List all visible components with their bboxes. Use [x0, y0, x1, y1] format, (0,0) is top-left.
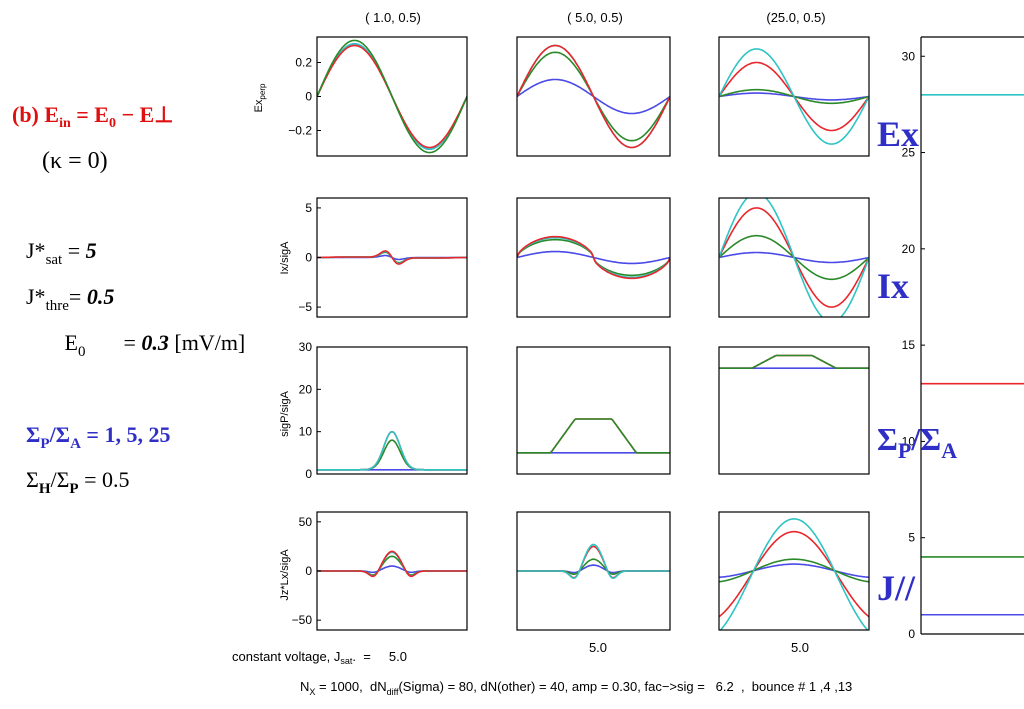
caption-left: constant voltage, Jsat. = 5.0 [232, 649, 407, 666]
right-y-tick-label: 30 [902, 49, 916, 63]
row-label-sigp: sigP/sigA [279, 390, 291, 437]
y-tick-label: 5 [305, 201, 312, 215]
panel-r3-c1: 0 10 20 30 [299, 340, 468, 481]
right-y-tick-label: 20 [902, 242, 916, 256]
series-line-cyan [517, 543, 670, 580]
panel-frame [316, 346, 468, 475]
right-labels: Ex Ix ΣP/ΣA J// [877, 114, 957, 608]
column-title-2: ( 5.0, 0.5) [567, 10, 623, 25]
y-tick-label: 10 [299, 425, 313, 439]
kappa-text: (κ = 0) [42, 148, 108, 174]
panel-r4-c1: −50 0 50 [292, 511, 468, 631]
series-line-red [517, 418, 670, 454]
y-tick-label: 0 [305, 564, 312, 578]
panel-frame [718, 346, 870, 475]
panel-r2-c1: −5 0 5 [298, 197, 468, 318]
e0-text: E0 = 0.3 [mV/m] [26, 330, 273, 360]
series-line-red [317, 250, 467, 265]
footer-text: NX = 1000, dNdiff(Sigma) = 80, dN(other)… [300, 679, 852, 697]
panel-r1-c1: −0.2 0 0.2 [288, 36, 468, 157]
label-jpar: J// [877, 568, 916, 608]
series-line-cyan [719, 198, 869, 317]
row-labels: Experp Ix/sigA sigP/sigA Jz*Lx/sigA [253, 83, 291, 601]
row-label-ex: Experp [253, 83, 267, 112]
series-line-cyan [317, 430, 467, 471]
series-line-green [317, 39, 467, 154]
y-tick-label: 0 [305, 251, 312, 265]
sigma-pa-text: ΣP/ΣA = 1, 5, 25 [26, 422, 170, 452]
series-line-green [317, 439, 467, 471]
panel-r1-c3 [718, 36, 870, 157]
y-tick-label: 0 [305, 90, 312, 104]
label-ix: Ix [877, 266, 909, 306]
series-line-red [317, 430, 467, 471]
row-label-jz: Jz*Lx/sigA [279, 549, 291, 601]
right-y-tick-label: 25 [902, 146, 916, 160]
label-ex: Ex [877, 114, 919, 154]
series-line-red [719, 354, 869, 369]
panel-frame [516, 36, 671, 157]
series-line-red [719, 530, 869, 618]
panel-r3-c2 [516, 346, 671, 475]
panel-r4-c3 [718, 511, 870, 631]
caption-col3: 5.0 [791, 640, 809, 655]
bottom-captions: constant voltage, Jsat. = 5.0 5.0 5.0 NX… [232, 640, 852, 697]
row-label-ix: Ix/sigA [279, 241, 291, 275]
series-line-green [719, 354, 869, 369]
panel-r3-c3 [718, 346, 870, 475]
panel-frame [718, 511, 870, 631]
y-tick-label: 50 [299, 515, 313, 529]
series-line-green [517, 558, 670, 575]
left-parameters: (b) Ein = E0 − E⊥ (κ = 0) J*sat = 5 J*th… [12, 102, 273, 497]
series-line-blue [719, 563, 869, 579]
panel-frame [516, 346, 671, 475]
series-line-red [517, 235, 670, 280]
y-tick-label: −5 [298, 300, 312, 314]
right-panel: 0 5 10 15 20 25 30 [902, 36, 1024, 641]
panel-frame [718, 36, 870, 157]
column-title-3: (25.0, 0.5) [766, 10, 825, 25]
right-y-tick-label: 0 [908, 627, 915, 641]
column-title-1: ( 1.0, 0.5) [365, 10, 421, 25]
jthre-text: J*thre= 0.5 [26, 284, 114, 314]
panel-r2-c3 [718, 197, 870, 318]
y-tick-label: 0.2 [295, 56, 312, 70]
series-line-cyan [719, 48, 869, 145]
panel-r4-c2 [516, 511, 671, 631]
right-y-tick-label: 5 [908, 531, 915, 545]
y-tick-label: 20 [299, 382, 313, 396]
series-line-red [317, 550, 467, 578]
caption-col2: 5.0 [589, 640, 607, 655]
y-tick-label: 0 [305, 467, 312, 481]
series-line-green [517, 418, 670, 454]
column-titles: ( 1.0, 0.5) ( 5.0, 0.5) (25.0, 0.5) [365, 10, 825, 25]
series-line-red [517, 545, 670, 579]
sigma-hp-text: ΣH/ΣP = 0.5 [26, 467, 130, 497]
y-tick-label: −50 [292, 613, 313, 627]
series-line-red [517, 44, 670, 149]
panel-frame [516, 511, 671, 631]
right-y-tick-label: 15 [902, 338, 916, 352]
heading-text: (b) Ein = E0 − E⊥ [12, 102, 173, 131]
series-line-cyan [719, 518, 869, 630]
jsat-text: J*sat = 5 [26, 238, 97, 268]
panel-frame [718, 197, 870, 318]
panel-r1-c2 [516, 36, 671, 157]
panel-r2-c2 [516, 197, 671, 318]
label-sigma: ΣP/ΣA [877, 421, 957, 463]
right-y-tick-label: 10 [902, 434, 916, 448]
panel-frame [516, 197, 671, 318]
y-tick-label: 30 [299, 340, 313, 354]
series-line-green [719, 558, 869, 583]
y-tick-label: −0.2 [288, 124, 312, 138]
